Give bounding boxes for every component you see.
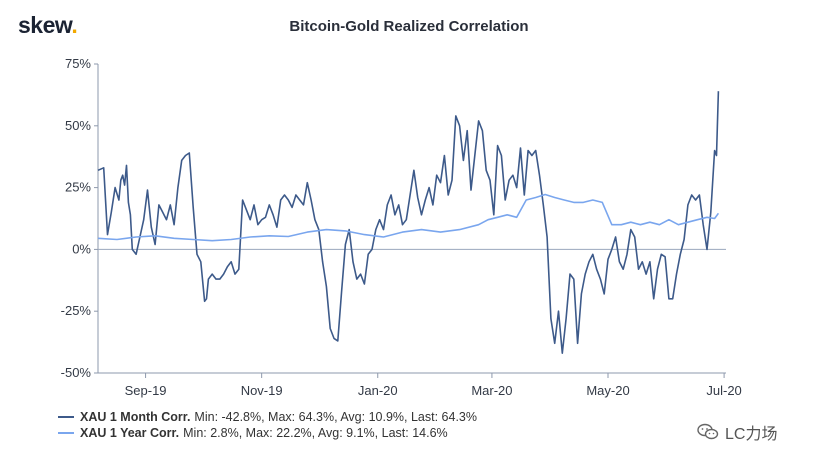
legend: XAU 1 Month Corr. Min: -42.8%, Max: 64.3…: [58, 409, 477, 441]
y-tick-label: -25%: [61, 303, 92, 318]
x-tick-label: Jul-20: [706, 383, 741, 398]
chart-title: Bitcoin-Gold Realized Correlation: [289, 18, 529, 35]
legend-item-year[interactable]: XAU 1 Year Corr. Min: 2.8%, Max: 22.2%, …: [58, 425, 477, 441]
legend-stats-month: Min: -42.8%, Max: 64.3%, Avg: 10.9%, Las…: [194, 410, 477, 424]
x-tick-label: Jan-20: [358, 383, 398, 398]
series-line-year-corr: [97, 193, 720, 242]
legend-swatch-year: [58, 432, 74, 434]
y-tick-label: -50%: [61, 365, 92, 380]
legend-item-month[interactable]: XAU 1 Month Corr. Min: -42.8%, Max: 64.3…: [58, 409, 477, 425]
legend-name-month: XAU 1 Month Corr.: [80, 410, 191, 424]
y-tick-label: 25%: [65, 180, 91, 195]
y-tick-label: 75%: [65, 56, 91, 71]
legend-swatch-month: [58, 416, 74, 418]
x-tick-label: Sep-19: [125, 383, 167, 398]
series-line-month-corr: [97, 91, 720, 355]
y-tick-label: 0%: [72, 241, 91, 256]
watermark-text: LC力场: [725, 426, 778, 443]
legend-stats-year: Min: 2.8%, Max: 22.2%, Avg: 9.1%, Last: …: [183, 426, 448, 440]
x-tick-label: Nov-19: [241, 383, 283, 398]
x-tick-label: Mar-20: [471, 383, 512, 398]
skew-logo: skew.: [18, 12, 78, 38]
watermark: LC力场: [697, 420, 777, 444]
wechat-icon: [697, 423, 719, 440]
legend-name-year: XAU 1 Year Corr.: [80, 426, 180, 440]
y-tick-label: 50%: [65, 118, 91, 133]
x-tick-label: May-20: [586, 383, 629, 398]
